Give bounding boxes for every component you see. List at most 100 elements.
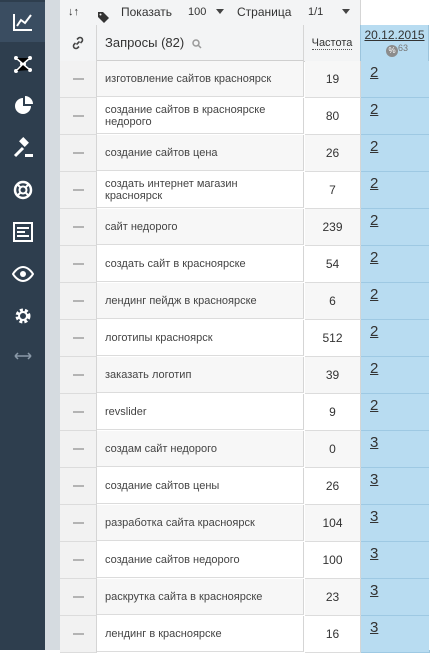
position-link[interactable]: 3 [370,434,379,451]
query-cell: создать интернет магазин красноярск [97,172,304,208]
position-cell: 2 [361,246,430,283]
row-status-icon[interactable] [60,98,97,135]
position-link[interactable]: 2 [370,101,379,118]
position-cell: 3 [361,468,430,505]
position-cell: 3 [361,505,430,542]
table-row: заказать логотип 39 2 [60,357,432,394]
queries-count: (82) [161,35,185,50]
row-status-icon[interactable] [60,394,97,431]
table-row: создать интернет магазин красноярск 7 2 [60,172,432,209]
row-status-icon[interactable] [60,357,97,394]
show-count-select[interactable]: 100 [188,6,207,18]
date-column-header[interactable]: 20.12.2015 % 63 [360,25,429,61]
chevron-down-icon[interactable] [216,9,224,14]
query-text: разработка сайта красноярск [105,516,255,529]
position-link[interactable]: 2 [370,64,379,81]
frequency-cell: 6 [305,283,361,320]
sidebar-strip [45,0,60,650]
row-status-icon[interactable] [60,209,97,246]
frequency-cell: 512 [305,320,361,357]
eye-icon[interactable] [0,254,45,294]
query-cell: создание сайтов недорого [97,542,304,578]
main-panel: ↓↑ Показать 100 Страница 1/1 Запросы (82… [60,0,432,653]
position-link[interactable]: 3 [370,582,379,599]
row-status-icon[interactable] [60,320,97,357]
table-row: лендинг пейдж в красноярске 6 2 [60,283,432,320]
table-row: логотипы красноярск 512 2 [60,320,432,357]
percent-value: 63 [398,43,409,53]
position-cell: 2 [361,394,430,431]
query-cell: revslider [97,394,304,430]
row-status-icon[interactable] [60,431,97,468]
position-link[interactable]: 2 [370,397,379,414]
position-cell: 2 [361,135,430,172]
query-cell: разработка сайта красноярск [97,505,304,541]
query-text: сайт недорого [105,220,178,233]
query-text: изготовление сайтов красноярск [105,72,272,85]
row-status-icon[interactable] [60,135,97,172]
frequency-cell: 19 [305,61,361,98]
search-icon[interactable] [192,38,202,49]
table-row: разработка сайта красноярск 104 3 [60,505,432,542]
gavel-icon[interactable] [0,128,45,168]
query-text: создать интернет магазин красноярск [105,177,238,202]
position-link[interactable]: 2 [370,249,379,266]
link-column-header[interactable] [60,25,97,62]
position-link[interactable]: 3 [370,508,379,525]
lifebuoy-icon[interactable] [0,170,45,210]
query-text: лендинг в красноярске [105,627,222,640]
table-row: создание сайтов цена 26 2 [60,135,432,172]
row-status-icon[interactable] [60,283,97,320]
position-cell: 2 [361,209,430,246]
frequency-cell: 23 [305,579,361,616]
position-link[interactable]: 2 [370,212,379,229]
position-cell: 2 [361,283,430,320]
table-row: создам сайт недорого 0 3 [60,431,432,468]
position-link[interactable]: 2 [370,286,379,303]
pie-chart-icon[interactable] [0,86,45,126]
chevron-down-icon[interactable] [342,9,350,14]
frequency-cell: 9 [305,394,361,431]
tag-icon[interactable] [98,7,109,23]
query-text: revslider [105,405,147,418]
row-status-icon[interactable] [60,542,97,579]
position-cell: 2 [361,98,430,135]
query-cell: логотипы красноярск [97,320,304,356]
query-text: создание сайтов цена [105,146,218,159]
position-link[interactable]: 2 [370,360,379,377]
query-text: создам сайт недорого [105,442,218,455]
sort-icon[interactable]: ↓↑ [68,6,79,18]
position-cell: 2 [361,357,430,394]
frequency-header[interactable]: Частота [304,25,360,62]
row-status-icon[interactable] [60,61,97,98]
position-link[interactable]: 3 [370,471,379,488]
table-row: изготовление сайтов красноярск 19 2 [60,61,432,98]
position-link[interactable]: 2 [370,138,379,155]
table-row: создать сайт в красноярске 54 2 [60,246,432,283]
resize-arrows-icon[interactable] [0,336,45,376]
row-status-icon[interactable] [60,172,97,209]
query-cell: создам сайт недорого [97,431,304,467]
frequency-cell: 54 [305,246,361,283]
row-status-icon[interactable] [60,579,97,616]
date-link[interactable]: 20.12.2015 [364,28,425,42]
position-link[interactable]: 3 [370,545,379,562]
position-link[interactable]: 2 [370,175,379,192]
row-status-icon[interactable] [60,616,97,653]
row-status-icon[interactable] [60,468,97,505]
chart-icon[interactable] [0,2,45,42]
network-icon[interactable] [0,44,45,84]
row-status-icon[interactable] [60,246,97,283]
frequency-cell: 7 [305,172,361,209]
row-status-icon[interactable] [60,505,97,542]
position-link[interactable]: 3 [370,619,379,636]
list-icon[interactable] [0,212,45,252]
gear-icon[interactable] [0,296,45,336]
query-cell: создать сайт в красноярске [97,246,304,282]
sidebar [0,0,45,650]
position-link[interactable]: 2 [370,323,379,340]
table-row: revslider 9 2 [60,394,432,431]
page-select[interactable]: 1/1 [308,6,324,18]
query-cell: лендинг в красноярске [97,616,304,652]
toolbar: ↓↑ Показать 100 Страница 1/1 [60,0,360,26]
